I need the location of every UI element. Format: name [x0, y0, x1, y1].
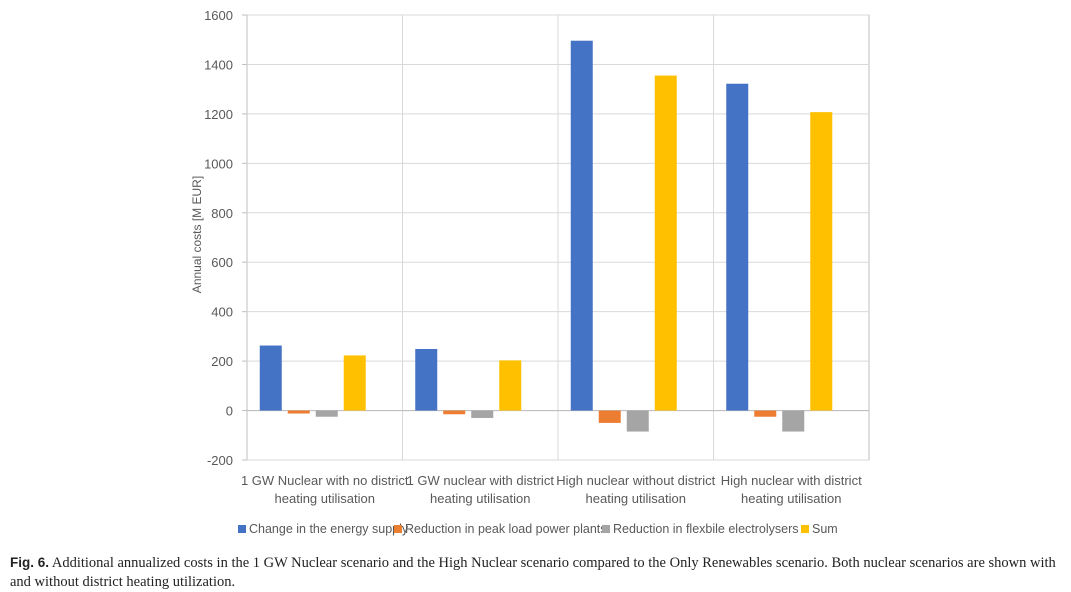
bar: [598, 410, 621, 423]
bar: [654, 75, 677, 411]
bar: [626, 410, 649, 432]
bar: [810, 112, 833, 411]
x-category-label: heating utilisation: [741, 491, 841, 506]
legend-entry: Reduction in peak load power plants: [405, 522, 607, 536]
y-tick-label: 1400: [204, 57, 233, 72]
caption-text: Additional annualized costs in the 1 GW …: [10, 555, 1056, 590]
y-axis-label: Annual costs [M EUR]: [190, 176, 204, 293]
caption-label: Fig. 6.: [10, 555, 50, 570]
bar: [343, 355, 366, 411]
y-tick-label: 600: [211, 255, 233, 270]
y-tick-label: 200: [211, 354, 233, 369]
x-category-label: 1 GW Nuclear with no district: [241, 473, 409, 488]
bar: [287, 410, 310, 414]
x-category-label: heating utilisation: [430, 491, 530, 506]
y-tick-label: 0: [226, 404, 233, 419]
legend-entry: Reduction in flexbile electrolysers: [613, 522, 799, 536]
chart: -200 0 200 400 600 800 1000 1200 1400 1600 1 GW Nu…: [190, 8, 870, 536]
y-tick-label: -200: [207, 453, 233, 468]
bar: [443, 410, 466, 415]
x-category-label: High nuclear without district: [556, 473, 715, 488]
y-tick-label: 1000: [204, 156, 233, 171]
bar: [415, 348, 438, 411]
figure-caption: Fig. 6. Additional annualized costs in t…: [10, 553, 1060, 592]
x-category-label: heating utilisation: [275, 491, 375, 506]
bar: [259, 345, 282, 411]
legend-swatch: [238, 525, 246, 533]
bar: [754, 410, 777, 417]
legend-entry: Sum: [812, 522, 838, 536]
bar-chart-svg: -200 0 200 400 600 800 1000 1200 1400 1600 1 GW Nu…: [190, 8, 870, 536]
legend-swatch: [394, 525, 402, 533]
y-tick-label: 1200: [204, 107, 233, 122]
y-tick-label: 800: [211, 206, 233, 221]
x-category-label: heating utilisation: [586, 491, 686, 506]
bar: [782, 410, 805, 432]
y-tick-label: 1600: [204, 8, 233, 23]
legend-entry: Change in the energy supply: [249, 522, 409, 536]
x-category-label: High nuclear with district: [721, 473, 862, 488]
bar: [471, 410, 494, 418]
y-tick-label: 400: [211, 305, 233, 320]
bar: [570, 40, 593, 411]
legend-swatch: [602, 525, 610, 533]
bar: [315, 410, 338, 417]
legend-swatch: [801, 525, 809, 533]
bar: [726, 83, 749, 411]
bar: [499, 360, 522, 411]
x-category-label: 1 GW nuclear with district: [407, 473, 555, 488]
